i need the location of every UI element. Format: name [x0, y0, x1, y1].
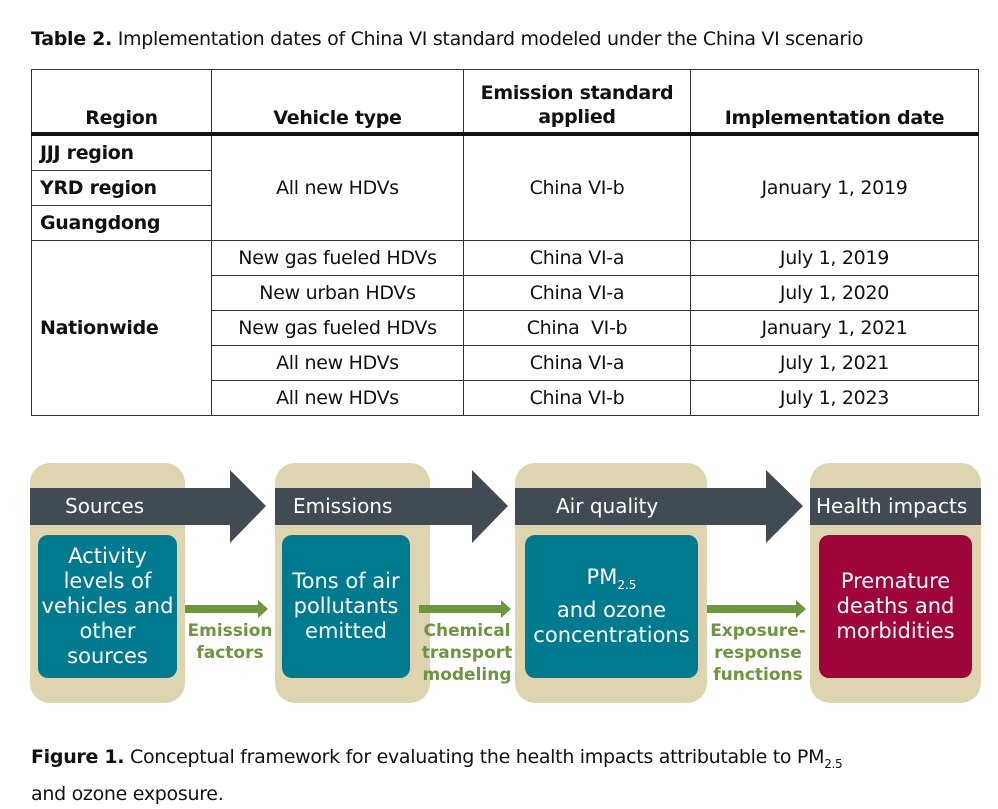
vehicle-cell: New gas fueled HDVs — [211, 240, 464, 276]
stage-content: PM2.5 and ozone concentrations — [525, 565, 698, 648]
stage-content-box: Activity levels of vehicles and other so… — [38, 535, 177, 678]
table-row: Nationwide New gas fueled HDVs China VI-… — [31, 240, 979, 416]
date-cell: July 1, 2023 — [690, 380, 979, 416]
figure-caption: Figure 1. Conceptual framework for evalu… — [31, 742, 843, 809]
stage-band — [810, 488, 981, 525]
table-row: New urban HDVs China VI-a July 1, 2020 — [32, 275, 979, 311]
stage-arrow — [515, 470, 803, 543]
standard-cell: China VI-b — [463, 380, 691, 416]
stage-content: Activity levels of vehicles and other so… — [41, 544, 174, 668]
pm-subscript: 2.5 — [617, 578, 637, 593]
stage-content-box: Tons of air pollutants emitted — [282, 535, 410, 678]
table-row: JJJ region All new HDVs China VI-b Janua… — [31, 133, 979, 241]
stage-content-box: PM2.5 and ozone concentrations — [525, 535, 698, 678]
date-cell: July 1, 2021 — [690, 345, 979, 381]
caption-subscript: 2.5 — [824, 756, 843, 771]
link-label: Chemical transport modeling — [421, 621, 513, 685]
table-header-row: Region Vehicle type Emission standard ap… — [31, 69, 979, 136]
standard-cell: China VI-a — [463, 345, 691, 381]
standard-cell: China VI-a — [463, 275, 691, 311]
date-cell: January 1, 2021 — [690, 310, 979, 346]
vehicle-cell: New urban HDVs — [211, 275, 464, 311]
region-cell: Nationwide — [31, 240, 212, 416]
caption-label: Table 2. — [31, 28, 112, 50]
header-vehicle: Vehicle type — [211, 69, 464, 136]
stage-arrow — [275, 470, 508, 543]
standard-cell: China VI-b — [463, 310, 691, 346]
stage-title: Air quality — [556, 494, 659, 518]
table-row: New gas fueled HDVs China VI-b January 1… — [32, 310, 979, 346]
date-cell: January 1, 2019 — [690, 133, 979, 241]
table-row: YRD region — [31, 170, 979, 206]
caption-text-2: and ozone exposure. — [31, 782, 224, 805]
header-date: Implementation date — [690, 69, 979, 136]
header-region: Region — [31, 69, 212, 136]
table-row: All new HDVs China VI-b July 1, 2023 — [32, 380, 979, 416]
stage-content: Premature deaths and morbidities — [836, 569, 955, 643]
link-arrow — [185, 600, 268, 618]
stage-content: Tons of air pollutants emitted — [292, 569, 400, 643]
caption-label: Figure 1. — [31, 746, 125, 768]
region-cell: YRD region — [31, 170, 212, 206]
region-cell: JJJ region — [31, 133, 212, 171]
link-label: Exposure-response functions — [710, 621, 806, 685]
header-standard: Emission standard applied — [463, 69, 691, 136]
vehicle-cell: New gas fueled HDVs — [211, 310, 464, 346]
vehicle-cell: All new HDVs — [211, 380, 464, 416]
standard-cell: China VI-a — [463, 240, 691, 276]
ozone-text: and ozone concentrations — [533, 598, 690, 648]
link-label: Emission factors — [187, 621, 273, 663]
caption-text: Implementation dates of China VI standar… — [112, 28, 864, 50]
stage-content-box: Premature deaths and morbidities — [819, 535, 972, 678]
table-row: All new HDVs China VI-a July 1, 2021 — [32, 345, 979, 381]
date-cell: July 1, 2020 — [690, 275, 979, 311]
link-arrow — [707, 600, 806, 618]
standard-cell: China VI-b — [463, 133, 691, 241]
stage-title: Sources — [65, 494, 145, 518]
stage-arrow — [30, 470, 266, 543]
caption-text: Conceptual framework for evaluating the … — [124, 746, 825, 768]
stage-title: Emissions — [293, 494, 393, 518]
implementation-table: Region Vehicle type Emission standard ap… — [31, 69, 979, 416]
pm-text: PM — [586, 564, 618, 589]
vehicle-cell: All new HDVs — [211, 345, 464, 381]
stage-title: Health impacts — [816, 494, 968, 518]
vehicle-cell: All new HDVs — [211, 133, 464, 241]
link-arrow — [419, 600, 511, 618]
table-caption: Table 2. Implementation dates of China V… — [31, 28, 864, 50]
